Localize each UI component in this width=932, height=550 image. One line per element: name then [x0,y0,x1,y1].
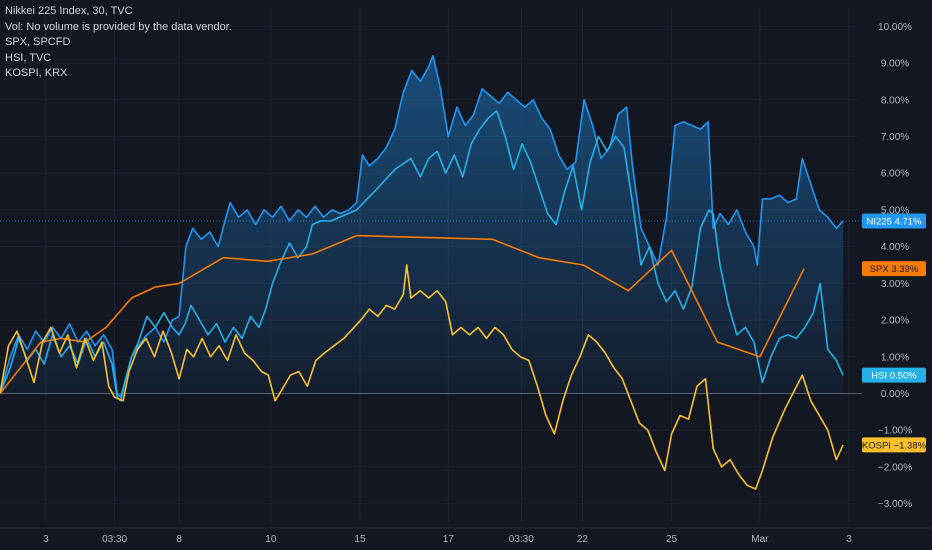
x-tick-label: Mar [751,534,769,545]
x-tick-label: 25 [666,534,678,545]
kospi-badge-label: KOSPI −1.38% [862,440,927,451]
hsi-badge[interactable] [862,367,926,383]
legend-volume: Vol: No volume is provided by the data v… [5,20,232,33]
ni225-area [0,55,844,398]
x-tick-label: 10 [265,534,277,545]
y-tick-label: 0.00% [881,389,909,400]
y-tick-label: 6.00% [881,169,909,180]
x-tick-label: 15 [354,534,366,545]
x-tick-label: 22 [577,534,589,545]
x-tick-label: 03:30 [509,534,534,545]
legend-kospi[interactable]: KOSPI, KRX [5,67,68,79]
x-tick-label: 3 [846,534,852,545]
y-tick-label: 8.00% [881,95,909,106]
y-tick-label: 2.00% [881,316,909,327]
y-tick-label: −3.00% [878,499,912,510]
x-tick-label: 03:30 [102,534,127,545]
legend-hsi[interactable]: HSI, TVC [5,51,52,64]
legend-spx[interactable]: SPX, SPCFD [5,36,71,48]
y-tick-label: 7.00% [881,132,909,143]
y-tick-label: 10.00% [878,22,912,33]
y-tick-label: 3.00% [881,279,909,290]
hsi-line[interactable] [0,110,844,402]
kospi-line[interactable] [0,264,844,490]
ni225-line[interactable] [0,54,844,398]
legend-title[interactable]: Nikkei 225 Index, 30, TVC [5,5,133,17]
x-tick-label: 3 [43,534,49,545]
y-tick-label: 9.00% [881,59,909,70]
spx-badge-label: SPX 3.39% [870,264,919,275]
ni225-badge[interactable] [862,213,926,229]
chart-legend: Nikkei 225 Index, 30, TVC Vol: No volume… [5,4,232,82]
y-tick-label: 1.00% [881,352,909,363]
ni225-badge-label: NI225 4.71% [867,216,922,227]
spx-badge[interactable] [862,261,926,277]
y-tick-label: −2.00% [878,462,912,473]
x-tick-label: 8 [176,534,182,545]
hsi-badge-label: HSI 0.50% [871,371,917,382]
y-tick-label: 4.00% [881,242,909,253]
kospi-badge[interactable] [862,437,926,453]
y-tick-label: −1.00% [878,426,912,437]
y-tick-label: 5.00% [881,205,909,216]
x-tick-label: 17 [443,534,455,545]
